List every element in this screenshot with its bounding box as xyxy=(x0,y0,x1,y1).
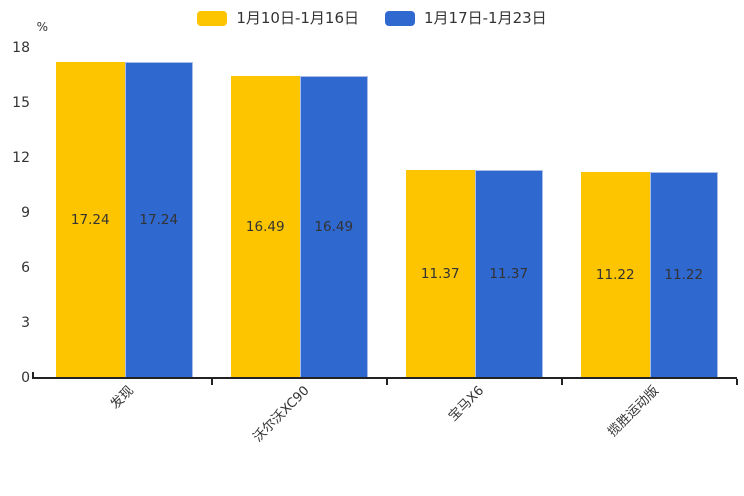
bar-series1: 17.24 xyxy=(56,61,125,378)
bar-value-label: 16.49 xyxy=(314,218,354,235)
bar-series2: 11.22 xyxy=(649,172,718,378)
x-axis-tick xyxy=(386,379,388,385)
bar-value-label: 11.22 xyxy=(595,267,635,284)
bar-series2: 17.24 xyxy=(124,61,193,378)
bar-series2: 11.37 xyxy=(474,169,543,378)
legend-label: 1月10日-1月16日 xyxy=(236,9,359,27)
legend: 1月10日-1月16日 1月17日-1月23日 xyxy=(0,9,744,27)
category-label: 揽胜运动版 xyxy=(605,383,663,440)
legend-item-series-2[interactable]: 1月17日-1月23日 xyxy=(385,9,547,27)
legend-label: 1月17日-1月23日 xyxy=(424,9,547,27)
legend-swatch-icon xyxy=(385,10,415,26)
y-axis-tick-label: 0 xyxy=(21,370,30,386)
y-axis-tick-label: 18 xyxy=(12,40,30,56)
y-axis-tick-label: 3 xyxy=(21,315,30,331)
bar-value-label: 17.24 xyxy=(70,211,110,228)
y-axis-tick-label: 15 xyxy=(12,95,30,111)
x-axis-tick xyxy=(736,379,738,385)
bar-value-label: 11.37 xyxy=(420,265,460,282)
y-axis-tick-label: 6 xyxy=(21,260,30,276)
y-axis-tick-label: 9 xyxy=(21,205,30,221)
x-axis-line xyxy=(32,377,737,379)
category-label: 宝马X6 xyxy=(446,383,488,425)
bar-value-label: 11.37 xyxy=(489,265,529,282)
bar-series1: 11.22 xyxy=(581,172,650,378)
x-axis-tick xyxy=(211,379,213,385)
bar-series1: 11.37 xyxy=(406,169,475,378)
x-axis-tick xyxy=(561,379,563,385)
bar-series2: 16.49 xyxy=(299,75,368,378)
bar-value-label: 11.22 xyxy=(664,267,704,284)
x-axis-start-tick xyxy=(32,372,34,377)
bar-value-label: 16.49 xyxy=(245,218,285,235)
bar-value-label: 17.24 xyxy=(139,211,179,228)
category-label: 发现 xyxy=(108,383,138,413)
bar-series1: 16.49 xyxy=(231,75,300,378)
category-label: 沃尔沃XC90 xyxy=(250,383,313,446)
y-axis-tick-label: 12 xyxy=(12,150,30,166)
legend-item-series-1[interactable]: 1月10日-1月16日 xyxy=(197,9,359,27)
legend-swatch-icon xyxy=(197,10,228,26)
y-axis-unit-label: % xyxy=(36,20,48,34)
